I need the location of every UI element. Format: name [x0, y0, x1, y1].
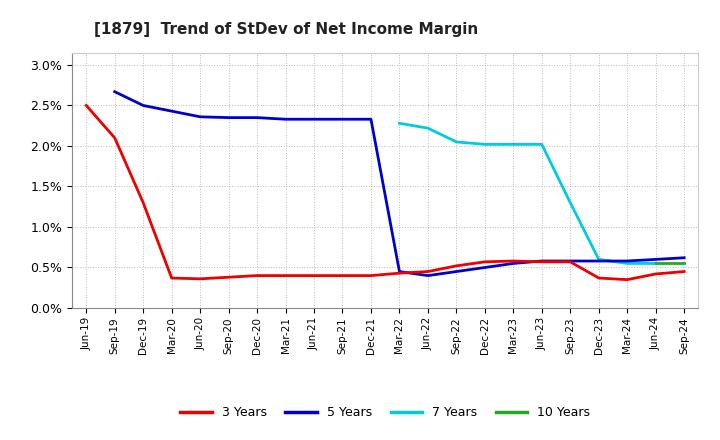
- 3 Years: [509, 258, 518, 264]
- 5 Years: [366, 117, 375, 122]
- 7 Years: [652, 261, 660, 266]
- 5 Years: [423, 273, 432, 278]
- 5 Years: [680, 255, 688, 260]
- 3 Years: [253, 273, 261, 278]
- 5 Years: [338, 117, 347, 122]
- 7 Years: [566, 200, 575, 205]
- Line: 5 Years: 5 Years: [114, 92, 684, 275]
- 5 Years: [139, 103, 148, 108]
- 7 Years: [452, 139, 461, 145]
- 5 Years: [452, 269, 461, 274]
- Text: [1879]  Trend of StDev of Net Income Margin: [1879] Trend of StDev of Net Income Marg…: [94, 22, 478, 37]
- 5 Years: [652, 257, 660, 262]
- 5 Years: [196, 114, 204, 119]
- 3 Years: [680, 269, 688, 274]
- 7 Years: [423, 125, 432, 131]
- 7 Years: [623, 261, 631, 266]
- 3 Years: [623, 277, 631, 282]
- 5 Years: [623, 258, 631, 264]
- 3 Years: [595, 275, 603, 281]
- 5 Years: [395, 269, 404, 274]
- 5 Years: [167, 109, 176, 114]
- 5 Years: [225, 115, 233, 120]
- 10 Years: [680, 261, 688, 266]
- 3 Years: [652, 271, 660, 277]
- 5 Years: [310, 117, 318, 122]
- 5 Years: [566, 258, 575, 264]
- 3 Years: [225, 275, 233, 280]
- 3 Years: [82, 103, 91, 108]
- 5 Years: [537, 258, 546, 264]
- Line: 7 Years: 7 Years: [400, 123, 656, 264]
- 5 Years: [509, 261, 518, 266]
- 3 Years: [282, 273, 290, 278]
- 5 Years: [480, 265, 489, 270]
- 3 Years: [310, 273, 318, 278]
- 5 Years: [110, 89, 119, 94]
- 3 Years: [537, 259, 546, 264]
- 3 Years: [366, 273, 375, 278]
- 3 Years: [395, 271, 404, 276]
- 3 Years: [338, 273, 347, 278]
- 3 Years: [167, 275, 176, 281]
- 3 Years: [566, 259, 575, 264]
- 3 Years: [110, 135, 119, 140]
- Line: 3 Years: 3 Years: [86, 106, 684, 280]
- Legend: 3 Years, 5 Years, 7 Years, 10 Years: 3 Years, 5 Years, 7 Years, 10 Years: [176, 401, 595, 424]
- 5 Years: [282, 117, 290, 122]
- 3 Years: [452, 263, 461, 268]
- 3 Years: [139, 200, 148, 205]
- 10 Years: [652, 261, 660, 266]
- 7 Years: [595, 257, 603, 262]
- 7 Years: [509, 142, 518, 147]
- 3 Years: [423, 269, 432, 274]
- 5 Years: [253, 115, 261, 120]
- 5 Years: [595, 258, 603, 264]
- 7 Years: [480, 142, 489, 147]
- 7 Years: [395, 121, 404, 126]
- 3 Years: [480, 259, 489, 264]
- 7 Years: [537, 142, 546, 147]
- 3 Years: [196, 276, 204, 282]
